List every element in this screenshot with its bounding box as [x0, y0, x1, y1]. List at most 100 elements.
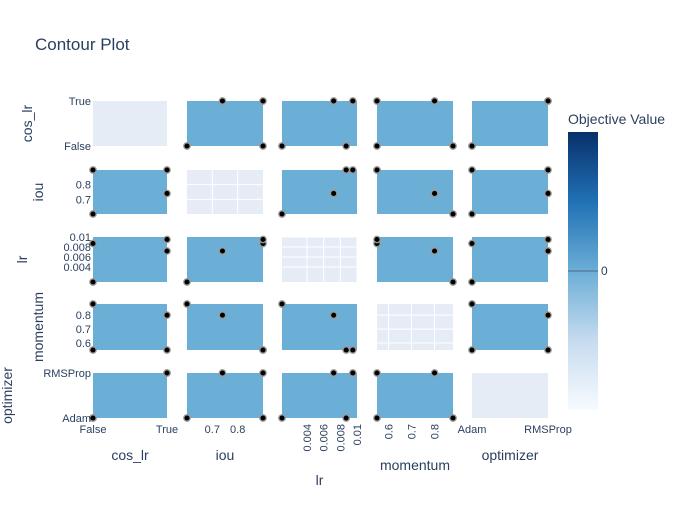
trial-point	[278, 414, 286, 422]
x-tick-label-cos_lr: False	[80, 424, 107, 436]
trial-point	[163, 235, 171, 244]
trial-point	[218, 97, 227, 105]
trial-point	[218, 369, 227, 377]
subplot-grid	[89, 97, 552, 422]
trial-point	[468, 210, 476, 218]
trial-point	[183, 300, 191, 308]
subplot-contour-cos_lr-vs-optimizer	[472, 101, 548, 146]
x-axis-title-momentum: momentum	[380, 457, 450, 473]
trial-point	[430, 369, 439, 377]
x-tick-label-momentum: 0.7	[407, 424, 419, 439]
subplot-contour-cos_lr-vs-iou	[187, 101, 263, 146]
trial-point	[89, 346, 97, 354]
y-tick-label-momentum: 0.6	[76, 338, 91, 350]
trial-point	[163, 346, 171, 354]
subplot-contour-optimizer-vs-momentum	[377, 373, 453, 418]
y-tick-label-lr: 0.008	[63, 242, 91, 254]
x-tick-label-lr: 0.004	[302, 424, 314, 452]
trial-point	[468, 166, 476, 174]
subplot-contour-lr-vs-iou	[187, 237, 263, 282]
trial-point	[163, 311, 171, 320]
trial-point	[329, 97, 338, 105]
trial-point	[259, 142, 267, 150]
trial-point	[544, 189, 552, 198]
trial-point	[163, 247, 171, 255]
trial-point	[163, 369, 171, 377]
trial-point	[449, 142, 457, 150]
subplot-contour-optimizer-vs-cos_lr	[93, 373, 167, 418]
y-tick-label-optimizer: Adam	[62, 413, 91, 425]
trial-point	[544, 346, 552, 354]
trial-point	[89, 210, 97, 218]
subplot-diagonal-momentum	[377, 304, 453, 350]
y-axis-title-lr: lr	[14, 255, 30, 263]
subplot-contour-cos_lr-vs-lr	[282, 101, 357, 146]
y-tick-label-cos_lr: True	[69, 96, 91, 108]
x-tick-label-optimizer: Adam	[458, 424, 487, 436]
x-tick-label-iou: 0.7	[205, 424, 220, 436]
trial-point	[373, 166, 381, 174]
y-tick-label-lr: 0.01	[70, 232, 91, 244]
x-tick-label-lr: 0.008	[335, 424, 347, 452]
trial-point	[468, 142, 476, 150]
subplot-contour-lr-vs-cos_lr	[93, 237, 167, 282]
y-axis-title-optimizer: optimizer	[0, 367, 15, 424]
trial-point	[259, 346, 267, 354]
y-tick-label-cos_lr: False	[64, 141, 91, 153]
x-tick-label-momentum: 0.6	[384, 424, 396, 439]
trial-point	[163, 189, 171, 198]
y-tick-label-optimizer: RMSProp	[43, 368, 91, 380]
trial-point	[89, 300, 97, 308]
trial-point	[342, 414, 351, 422]
trial-point	[468, 239, 476, 248]
trial-point	[259, 97, 267, 105]
trial-point	[218, 311, 227, 320]
trial-point	[449, 210, 457, 218]
x-axis-title-optimizer: optimizer	[482, 447, 539, 463]
subplot-diagonal-optimizer	[472, 373, 548, 418]
subplot-contour-optimizer-vs-lr	[282, 373, 357, 418]
trial-point	[373, 97, 381, 105]
trial-point	[259, 235, 267, 244]
trial-point	[348, 346, 357, 354]
subplot-diagonal-iou	[187, 170, 263, 214]
trial-point	[373, 142, 381, 150]
subplot-contour-iou-vs-momentum	[377, 170, 453, 214]
trial-point	[544, 166, 552, 174]
subplot-contour-momentum-vs-cos_lr	[93, 304, 167, 350]
trial-point	[278, 300, 286, 308]
trial-point	[183, 414, 191, 422]
trial-point	[544, 311, 552, 320]
y-tick-label-iou: 0.7	[76, 194, 91, 206]
trial-point	[278, 210, 286, 218]
y-tick-label-iou: 0.8	[76, 180, 91, 192]
trial-point	[218, 247, 227, 255]
trial-point	[342, 142, 351, 150]
x-axis-title-iou: iou	[216, 447, 235, 463]
y-tick-label-lr: 0.004	[63, 262, 91, 274]
trial-point	[163, 166, 171, 174]
trial-point	[449, 414, 457, 422]
subplot-diagonal-lr	[282, 237, 357, 282]
trial-point	[183, 142, 191, 150]
subplot-contour-momentum-vs-lr	[282, 304, 357, 350]
chart-title: Contour Plot	[35, 35, 130, 54]
subplot-diagonal-cos_lr	[93, 101, 167, 146]
trial-point	[89, 278, 97, 286]
subplot-contour-iou-vs-cos_lr	[93, 170, 167, 214]
trial-point	[89, 414, 97, 422]
subplot-contour-optimizer-vs-iou	[187, 373, 263, 418]
trial-point	[430, 97, 439, 105]
trial-point	[259, 414, 267, 422]
trial-point	[329, 311, 338, 320]
trial-point	[183, 278, 191, 286]
trial-point	[342, 346, 351, 354]
trial-point	[449, 278, 457, 286]
x-tick-label-optimizer: RMSProp	[524, 424, 572, 436]
trial-point	[468, 346, 476, 354]
subplot-contour-lr-vs-optimizer	[472, 237, 548, 282]
y-axis-title-cos_lr: cos_lr	[19, 104, 35, 142]
trial-point	[348, 97, 357, 105]
